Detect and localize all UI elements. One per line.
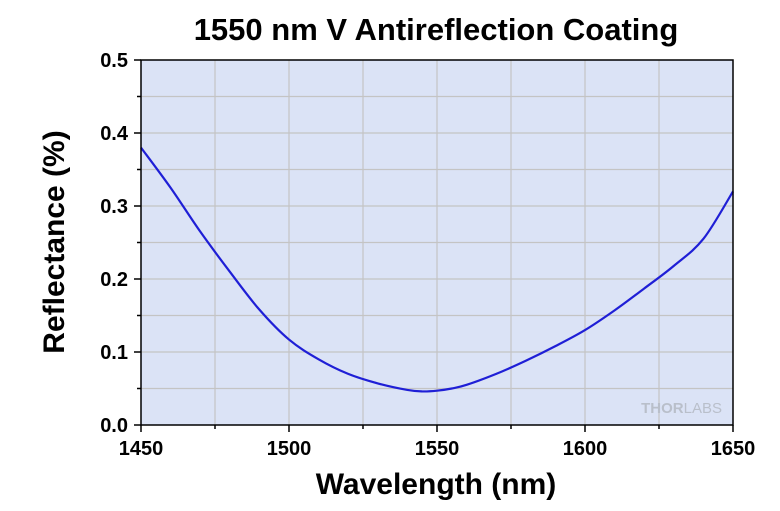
y-tick-label: 0.4 [100, 123, 129, 145]
grid-lines [141, 60, 733, 425]
y-tick-label: 0.1 [100, 342, 128, 364]
chart-title: 1550 nm V Antireflection Coating [194, 12, 679, 47]
y-tick-label: 0.2 [100, 269, 128, 291]
y-tick-label: 0.3 [100, 196, 128, 218]
x-tick-label: 1500 [267, 438, 312, 460]
x-tick-label: 1600 [563, 438, 608, 460]
y-tick-label: 0.5 [100, 50, 128, 72]
y-tick-label: 0.0 [100, 415, 128, 437]
y-tick-labels: 0.0 0.1 0.2 0.3 0.4 0.5 [100, 50, 129, 437]
x-tick-labels: 1450 1500 1550 1600 1650 [119, 438, 756, 460]
x-tick-label: 1550 [415, 438, 460, 460]
plot-frame [140, 59, 734, 426]
reflectance-series-line [140, 146, 734, 393]
x-axis-label: Wavelength (nm) [316, 468, 557, 501]
x-tick-label: 1650 [711, 438, 756, 460]
thorlabs-watermark: THORLABS [641, 400, 722, 417]
x-tick-label: 1450 [119, 438, 164, 460]
y-axis-label: Reflectance (%) [38, 130, 71, 353]
